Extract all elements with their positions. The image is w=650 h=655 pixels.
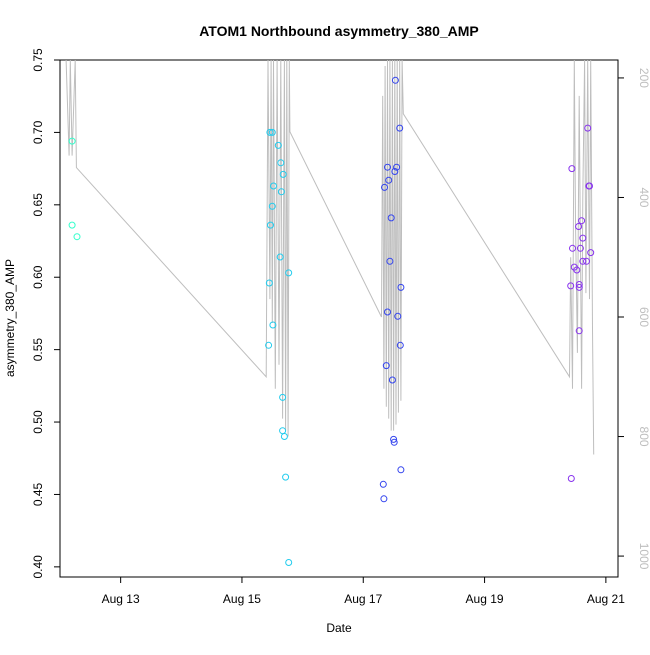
data-point <box>575 223 583 230</box>
data-point <box>575 283 583 291</box>
data-point <box>73 233 81 241</box>
data-point <box>265 341 273 349</box>
x-tick-label: Aug 19 <box>466 592 504 606</box>
data-point <box>274 141 282 149</box>
y2-tick-label: 600 <box>637 307 650 327</box>
data-point <box>390 435 398 443</box>
data-point <box>567 282 575 290</box>
data-point <box>391 76 399 84</box>
data-point <box>579 257 587 265</box>
plot-frame <box>59 59 619 578</box>
x-tick-label: Aug 15 <box>223 592 261 606</box>
data-point <box>68 221 76 229</box>
data-point <box>397 466 405 474</box>
y-tick-label: 0.65 <box>31 193 45 217</box>
y-tick-label: 0.75 <box>31 48 45 72</box>
data-point <box>270 182 277 190</box>
y-tick-label: 0.55 <box>31 338 45 362</box>
data-point <box>269 321 277 329</box>
data-point <box>265 279 273 287</box>
secondary-line-layer <box>65 60 595 455</box>
data-point <box>268 202 276 210</box>
data-point <box>380 495 388 503</box>
data-point <box>276 253 284 261</box>
secondary-series-line <box>65 60 595 455</box>
data-point <box>575 327 583 335</box>
data-point <box>586 182 593 190</box>
x-axis-label: Date <box>326 621 352 635</box>
data-point <box>381 183 388 191</box>
data-point <box>396 124 404 132</box>
data-point <box>384 163 391 171</box>
data-point <box>379 480 387 488</box>
data-point <box>384 308 391 316</box>
y-tick-label: 0.40 <box>31 555 45 579</box>
y-axis-label: asymmetry_380_AMP <box>3 259 17 377</box>
y2-tick-label: 400 <box>637 187 650 207</box>
data-point <box>587 249 595 257</box>
x-axis: Aug 13 Aug 15 Aug 17 Aug 19 Aug 21 <box>102 577 625 606</box>
data-point <box>267 221 274 229</box>
data-point <box>68 137 76 145</box>
data-point <box>390 438 398 446</box>
data-point <box>285 269 293 277</box>
data-point <box>382 362 390 370</box>
data-point <box>578 217 586 225</box>
data-point <box>576 244 584 252</box>
data-point <box>266 128 274 136</box>
data-point <box>279 427 287 435</box>
data-points-layer <box>68 76 595 566</box>
data-point <box>385 176 393 184</box>
x-tick-label: Aug 17 <box>344 592 382 606</box>
data-point <box>579 234 587 242</box>
data-point <box>386 257 394 265</box>
data-point <box>569 244 576 252</box>
x-tick-label: Aug 21 <box>587 592 625 606</box>
data-point <box>282 473 290 481</box>
data-point <box>387 214 395 222</box>
y2-tick-label: 800 <box>637 427 650 447</box>
data-point <box>277 188 285 196</box>
x-tick-label: Aug 13 <box>102 592 140 606</box>
y2-tick-label: 200 <box>637 68 650 88</box>
y-tick-label: 0.50 <box>31 410 45 434</box>
data-point <box>277 159 285 167</box>
data-point <box>279 170 287 178</box>
chart-title: ATOM1 Northbound asymmetry_380_AMP <box>199 23 479 39</box>
y-axis-left: 0.40 0.45 0.50 0.55 0.60 0.65 0.70 0.75 <box>31 48 60 579</box>
data-point <box>388 376 396 384</box>
data-point <box>584 124 592 132</box>
data-point <box>573 266 581 274</box>
data-point <box>583 257 590 265</box>
data-point <box>268 128 276 136</box>
data-point <box>393 163 401 171</box>
data-point <box>391 168 399 175</box>
data-point <box>568 165 576 173</box>
data-point <box>575 281 583 288</box>
data-point <box>280 433 288 440</box>
data-point <box>394 312 402 320</box>
y-tick-label: 0.70 <box>31 120 45 144</box>
data-point <box>396 341 404 349</box>
data-point <box>567 475 575 482</box>
data-point <box>285 559 293 566</box>
data-point <box>279 393 287 401</box>
y2-tick-label: 1000 <box>637 543 650 570</box>
y-axis-right: 200 400 600 800 1000 <box>618 68 650 570</box>
y-tick-label: 0.60 <box>31 265 45 289</box>
y-tick-label: 0.45 <box>31 482 45 506</box>
data-point <box>397 283 405 291</box>
